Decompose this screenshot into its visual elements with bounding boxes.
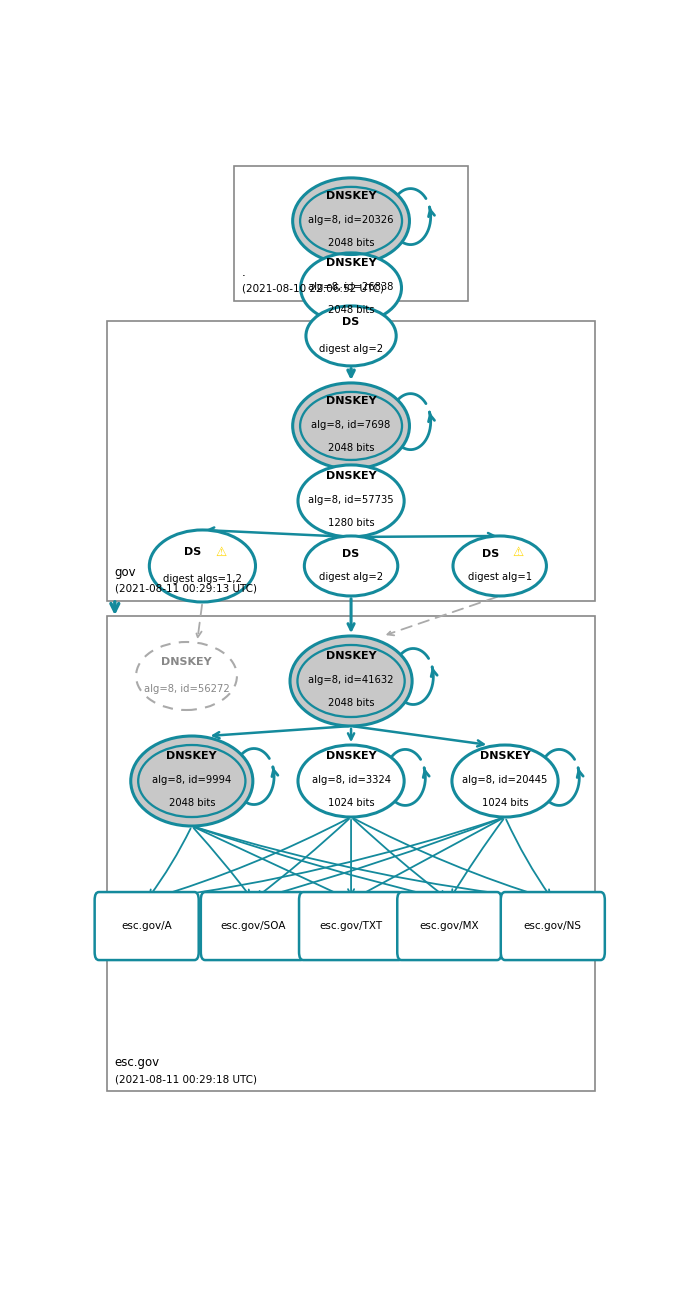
Text: digest alg=2: digest alg=2 — [319, 572, 383, 582]
FancyBboxPatch shape — [299, 892, 403, 960]
Text: DNSKEY: DNSKEY — [326, 751, 376, 761]
Text: (2021-08-10 22:06:52 UTC): (2021-08-10 22:06:52 UTC) — [242, 284, 384, 294]
FancyArrowPatch shape — [257, 818, 349, 898]
Text: ⚠: ⚠ — [512, 546, 524, 559]
Ellipse shape — [290, 637, 412, 726]
Text: DS: DS — [342, 317, 360, 327]
FancyBboxPatch shape — [501, 892, 605, 960]
FancyArrowPatch shape — [151, 818, 502, 902]
Text: alg=8, id=56272: alg=8, id=56272 — [144, 685, 229, 694]
Text: esc.gov/NS: esc.gov/NS — [524, 921, 582, 931]
Ellipse shape — [292, 383, 410, 469]
Ellipse shape — [149, 530, 256, 601]
FancyArrowPatch shape — [195, 605, 202, 638]
Text: DNSKEY: DNSKEY — [326, 191, 376, 201]
Bar — [107, 321, 595, 601]
Text: 1024 bits: 1024 bits — [482, 798, 528, 808]
Text: 2048 bits: 2048 bits — [328, 698, 374, 708]
Text: digest algs=1,2: digest algs=1,2 — [163, 574, 242, 585]
FancyArrowPatch shape — [208, 527, 348, 536]
Text: alg=8, id=3324: alg=8, id=3324 — [312, 776, 390, 785]
Text: DNSKEY: DNSKEY — [326, 472, 376, 481]
FancyArrowPatch shape — [506, 820, 550, 896]
FancyArrowPatch shape — [354, 726, 484, 747]
FancyArrowPatch shape — [348, 536, 354, 544]
Text: DNSKEY: DNSKEY — [326, 396, 376, 405]
FancyArrowPatch shape — [348, 729, 354, 739]
FancyArrowPatch shape — [258, 818, 502, 900]
FancyArrowPatch shape — [354, 533, 494, 539]
FancyBboxPatch shape — [95, 892, 199, 960]
FancyArrowPatch shape — [348, 259, 354, 265]
Text: .: . — [242, 266, 246, 279]
Text: gov: gov — [115, 566, 136, 579]
Text: 1280 bits: 1280 bits — [327, 518, 375, 527]
Text: ⚠: ⚠ — [215, 546, 227, 559]
Text: esc.gov/MX: esc.gov/MX — [419, 921, 479, 931]
Text: esc.gov/TXT: esc.gov/TXT — [319, 921, 383, 931]
FancyArrowPatch shape — [452, 820, 503, 896]
Text: (2021-08-11 00:29:13 UTC): (2021-08-11 00:29:13 UTC) — [115, 585, 257, 594]
Text: alg=8, id=26838: alg=8, id=26838 — [308, 282, 394, 292]
Text: DS: DS — [184, 547, 201, 557]
FancyArrowPatch shape — [195, 827, 347, 898]
FancyArrowPatch shape — [151, 818, 349, 900]
FancyArrowPatch shape — [213, 726, 348, 738]
FancyBboxPatch shape — [201, 892, 305, 960]
Text: esc.gov/A: esc.gov/A — [121, 921, 172, 931]
Text: digest alg=1: digest alg=1 — [468, 572, 532, 582]
Ellipse shape — [131, 737, 253, 826]
Ellipse shape — [298, 746, 404, 817]
Ellipse shape — [292, 178, 410, 264]
Ellipse shape — [453, 536, 547, 596]
Text: DNSKEY: DNSKEY — [166, 751, 217, 761]
Text: alg=8, id=41632: alg=8, id=41632 — [308, 675, 394, 685]
Text: alg=8, id=9994: alg=8, id=9994 — [152, 776, 232, 785]
Text: alg=8, id=7698: alg=8, id=7698 — [312, 420, 390, 430]
Text: 2048 bits: 2048 bits — [328, 443, 374, 453]
Ellipse shape — [301, 253, 401, 323]
Text: 2048 bits: 2048 bits — [328, 238, 374, 248]
FancyArrowPatch shape — [348, 369, 354, 377]
FancyArrowPatch shape — [353, 818, 548, 900]
FancyArrowPatch shape — [348, 466, 354, 474]
Bar — [234, 166, 468, 301]
Ellipse shape — [298, 465, 404, 536]
FancyArrowPatch shape — [194, 827, 250, 896]
Text: alg=8, id=20326: alg=8, id=20326 — [308, 214, 394, 225]
Text: (2021-08-11 00:29:18 UTC): (2021-08-11 00:29:18 UTC) — [115, 1074, 257, 1085]
Ellipse shape — [304, 536, 398, 596]
Ellipse shape — [136, 642, 237, 711]
Ellipse shape — [452, 746, 558, 817]
Text: alg=8, id=57735: alg=8, id=57735 — [308, 495, 394, 505]
FancyArrowPatch shape — [388, 596, 497, 635]
Ellipse shape — [306, 307, 396, 366]
Text: alg=8, id=20445: alg=8, id=20445 — [462, 776, 548, 785]
Text: esc.gov: esc.gov — [115, 1056, 160, 1069]
FancyBboxPatch shape — [397, 892, 501, 960]
FancyArrowPatch shape — [348, 820, 354, 895]
FancyArrowPatch shape — [348, 599, 354, 630]
FancyArrowPatch shape — [195, 827, 445, 900]
Text: digest alg=2: digest alg=2 — [319, 344, 383, 353]
FancyArrowPatch shape — [195, 827, 548, 902]
FancyArrowPatch shape — [353, 818, 445, 898]
Text: DNSKEY: DNSKEY — [326, 651, 376, 661]
Bar — [107, 616, 595, 1091]
Text: 1024 bits: 1024 bits — [327, 798, 375, 808]
Text: 2048 bits: 2048 bits — [328, 305, 374, 314]
Text: esc.gov/SOA: esc.gov/SOA — [220, 921, 286, 931]
FancyArrowPatch shape — [149, 829, 190, 896]
Text: DS: DS — [342, 549, 360, 559]
Text: DNSKEY: DNSKEY — [479, 751, 530, 761]
Text: 2048 bits: 2048 bits — [169, 798, 215, 808]
Text: DNSKEY: DNSKEY — [326, 259, 376, 268]
FancyArrowPatch shape — [356, 818, 503, 898]
Text: DS: DS — [482, 549, 499, 559]
FancyArrowPatch shape — [348, 312, 354, 320]
Text: DNSKEY: DNSKEY — [161, 657, 212, 666]
